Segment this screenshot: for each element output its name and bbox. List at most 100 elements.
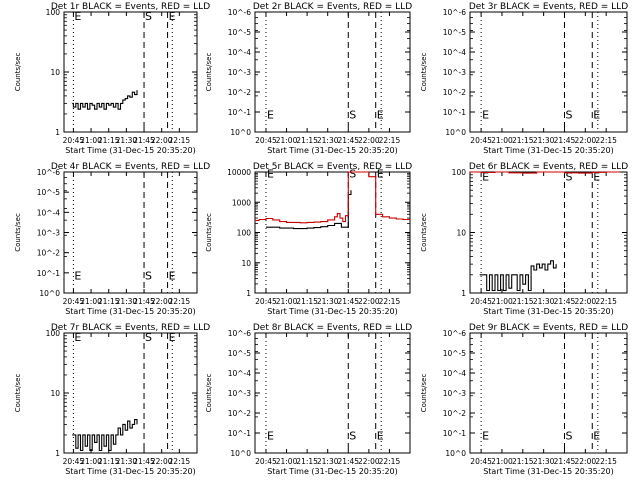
panel-title: Det 4r BLACK = Events, RED = LLD [51,162,210,172]
x-tick-label: 22:00 [358,297,380,306]
x-tick-label: 21:00 [80,136,102,145]
series-line-1 [266,190,352,230]
time-marker-label: S [145,269,152,282]
y-tick-label: 10^-2 [443,88,467,97]
x-tick-label: 22:15 [379,457,401,466]
x-tick-label: 21:45 [554,457,576,466]
plot-frame [63,171,198,294]
y-tick-label: 100 [46,8,61,17]
plot-frame [254,11,411,133]
y-tick-label: 10^-6 [37,168,61,177]
x-tick-label: 20:45 [255,136,277,145]
panel-det-4: Det 4r BLACK = Events, RED = LLD Counts/s… [14,162,210,316]
y-tick-label: 10^-6 [228,8,252,17]
x-axis-label: Start Time (31-Dec-15 20:35:20) [267,146,398,155]
x-tick-label: 21:30 [116,457,138,466]
series-line-1 [72,90,138,110]
y-tick-label: 1 [55,449,60,458]
x-tick-label: 21:30 [317,457,339,466]
y-tick-label: 100 [46,329,61,338]
x-tick-label: 21:00 [80,297,102,306]
x-tick-label: 22:15 [595,457,617,466]
x-tick-label: 21:30 [533,136,555,145]
x-tick-label: 21:15 [98,457,120,466]
x-tick-label: 22:00 [151,136,173,145]
x-tick-label: 22:00 [575,297,597,306]
x-tick-label: 21:15 [512,297,534,306]
x-tick-label: 21:30 [533,297,555,306]
y-tick-label: 10^-6 [443,8,467,17]
y-tick-label: 10^-1 [228,108,252,117]
x-tick-label: 22:15 [379,136,401,145]
time-marker-label: E [169,269,176,282]
x-tick-label: 21:45 [554,297,576,306]
x-tick-label: 21:30 [317,297,339,306]
time-marker-label: S [145,10,152,23]
plot-frame [469,11,628,133]
time-marker-label: S [565,108,572,121]
x-tick-label: 22:00 [151,297,173,306]
x-tick-label: 21:15 [512,457,534,466]
y-tick-label: 10^-1 [443,429,467,438]
y-tick-label: 1 [246,289,251,298]
panel-det-8: Det 8r BLACK = Events, RED = LLD Counts/s… [205,323,412,476]
y-tick-label: 10^-3 [443,68,467,77]
y-tick-label: 1 [461,289,466,298]
y-axis-label: Counts/sec [420,374,428,413]
time-marker-label: S [565,170,572,183]
x-tick-label: 22:00 [358,457,380,466]
series-line-2 [255,171,411,224]
y-tick-label: 10^0 [445,128,466,137]
y-tick-label: 10^0 [445,449,466,458]
x-tick-label: 22:00 [575,136,597,145]
time-marker-label: E [74,331,81,344]
time-marker-label: E [593,108,600,121]
x-axis-label: Start Time (31-Dec-15 20:35:20) [65,146,196,155]
y-tick-label: 10^-1 [228,429,252,438]
panel-det-7: Det 7r BLACK = Events, RED = LLD Counts/s… [14,323,210,476]
panel-det-3: Det 3r BLACK = Events, RED = LLD Counts/s… [420,2,628,155]
y-tick-label: 10 [456,229,466,238]
y-axis-label: Counts/sec [14,374,22,413]
x-tick-label: 21:45 [554,136,576,145]
x-tick-label: 21:00 [276,457,298,466]
time-marker-label: E [377,108,384,121]
x-axis-label: Start Time (31-Dec-15 20:35:20) [267,307,398,316]
x-axis-label: Start Time (31-Dec-15 20:35:20) [483,307,614,316]
time-marker-label: E [74,10,81,23]
time-marker-label: E [377,429,384,442]
x-tick-label: 21:30 [317,136,339,145]
x-tick-label: 21:00 [276,136,298,145]
x-tick-label: 20:45 [63,457,85,466]
x-tick-label: 22:15 [169,136,191,145]
y-tick-label: 10^-4 [37,208,61,217]
y-tick-label: 10^-5 [443,349,467,358]
x-axis-label: Start Time (31-Dec-15 20:35:20) [65,307,196,316]
y-axis-label: Counts/sec [14,213,22,252]
y-tick-label: 10^-4 [228,369,252,378]
series-line-1 [72,419,138,452]
plot-frame [63,11,198,133]
y-tick-label: 10^-3 [228,68,252,77]
x-tick-label: 21:00 [276,297,298,306]
panel-det-6: Det 6r BLACK = Events, RED = LLD Counts/s… [420,162,628,316]
y-tick-label: 10^-2 [37,249,61,258]
time-marker-label: E [482,429,489,442]
time-marker-label: S [145,331,152,344]
y-axis-label: Counts/sec [420,213,428,252]
panel-title: Det 1r BLACK = Events, RED = LLD [51,2,210,12]
y-tick-label: 10^-3 [228,389,252,398]
y-axis-label: Counts/sec [205,374,213,413]
x-tick-label: 22:00 [575,457,597,466]
x-tick-label: 21:15 [296,457,318,466]
x-tick-label: 21:45 [133,297,155,306]
y-tick-label: 10^-2 [443,409,467,418]
y-tick-label: 10 [50,68,60,77]
x-tick-label: 21:15 [296,136,318,145]
panel-title: Det 6r BLACK = Events, RED = LLD [469,162,628,172]
y-tick-label: 10^-3 [37,229,61,238]
x-tick-label: 21:00 [491,136,513,145]
y-tick-label: 10^-5 [37,188,61,197]
plot-frame [469,332,628,454]
